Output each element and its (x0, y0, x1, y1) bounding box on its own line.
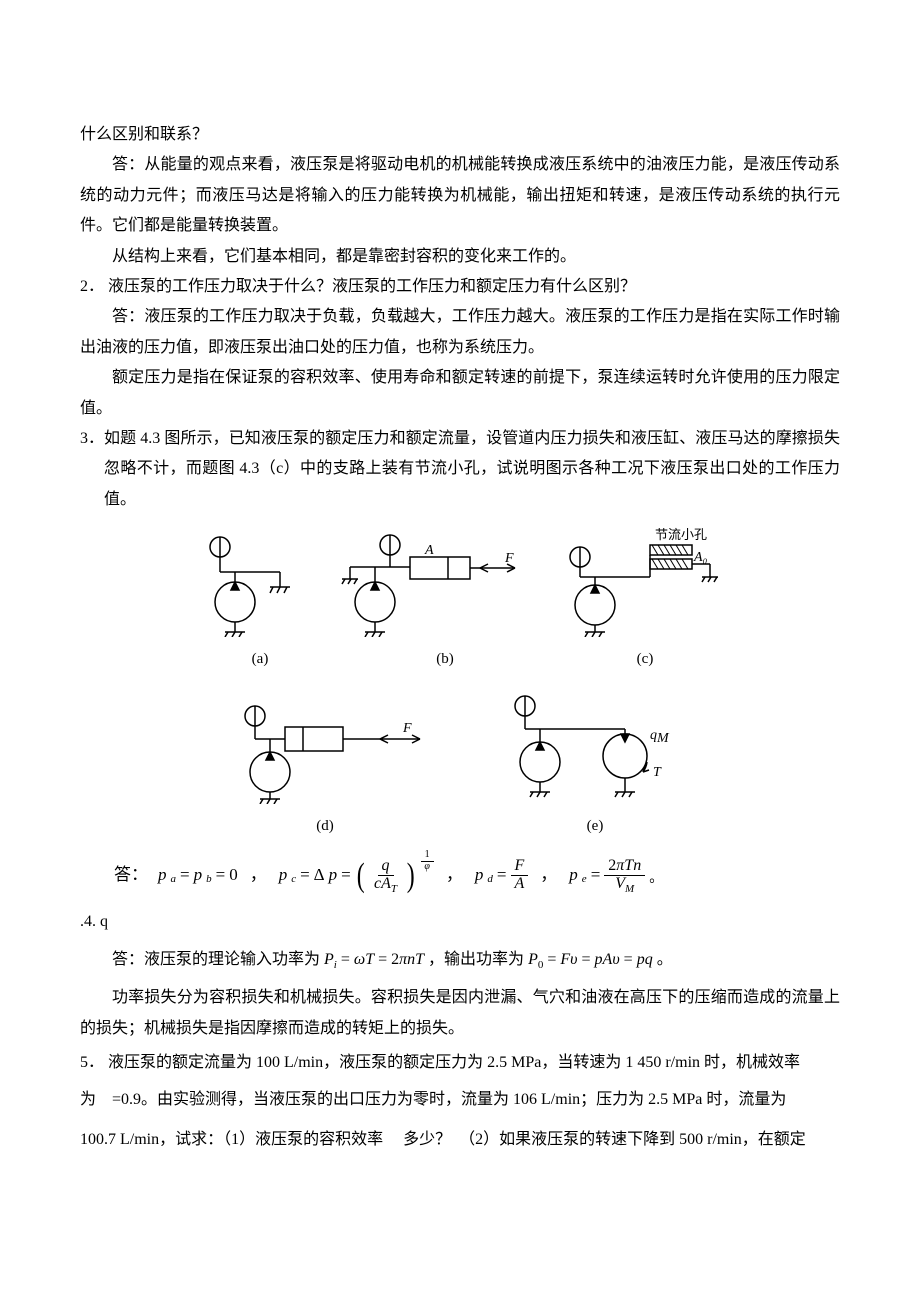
q1-ans2: 从结构上来看，它们基本相同，都是靠密封容积的变化来工作的。 (80, 242, 840, 272)
q2-num: 2． (80, 278, 104, 295)
fig-b: A F (330, 527, 530, 637)
fig-e: qM T (495, 684, 695, 804)
fig-a (190, 527, 310, 637)
svg-text:q: q (650, 728, 657, 743)
q4: .4. q (80, 907, 840, 937)
q4-q: q (100, 913, 108, 930)
svg-text:F: F (504, 551, 514, 566)
q5-l3: 100.7 L/min，试求：（1）液压泵的容积效率 多少？ （2）如果液压泵的… (80, 1125, 840, 1155)
svg-text:节流小孔: 节流小孔 (655, 527, 707, 542)
svg-text:A: A (424, 543, 434, 558)
svg-text:A₀: A₀ (693, 550, 708, 565)
q3-q: 如题 4.3 图所示，已知液压泵的额定压力和额定流量，设管道内压力损失和液压缸、… (104, 424, 840, 515)
q5-l2: 为 =0.9。由实验测得，当液压泵的出口压力为零时，流量为 106 L/min；… (80, 1085, 840, 1115)
q5-l1: 5． 液压泵的额定流量为 100 L/min，液压泵的额定压力为 2.5 MPa… (80, 1048, 840, 1078)
q2-ans2: 额定压力是指在保证泵的容积效率、使用寿命和额定转速的前提下，泵连续运转时允许使用… (80, 363, 840, 424)
q1-tail: 什么区别和联系？ (80, 120, 840, 150)
cap-b: (b) (345, 645, 545, 674)
q5-num: 5． (80, 1054, 104, 1071)
q3-answer-formula: 答： pa = pb = 0 ， pc = Δp = ( q cAT ) 1 φ… (80, 858, 840, 893)
svg-text:F: F (402, 721, 412, 736)
q2-q: 液压泵的工作压力取决于什么？液压泵的工作压力和额定压力有什么区别？ (108, 278, 636, 295)
q1-ans1: 答：从能量的观点来看，液压泵是将驱动电机的机械能转换成液压系统中的油液压力能，是… (80, 150, 840, 241)
cap-d: (d) (250, 812, 400, 841)
q3: 3． 如题 4.3 图所示，已知液压泵的额定压力和额定流量，设管道内压力损失和液… (80, 424, 840, 515)
q2: 2． 液压泵的工作压力取决于什么？液压泵的工作压力和额定压力有什么区别？ (80, 272, 840, 302)
q4-ans1: 答：液压泵的理论输入功率为 Pi = ωT = 2πnT ，输出功率为 P0 =… (80, 945, 840, 975)
q2-ans1: 答：液压泵的工作压力取决于负载，负载越大，工作压力越大。液压泵的工作压力是指在实… (80, 302, 840, 363)
q4-num: .4. (80, 913, 96, 930)
ans-label: 答： (114, 859, 148, 891)
fig-d: F (225, 694, 435, 804)
svg-text:M: M (656, 731, 670, 746)
cap-e: (e) (520, 812, 670, 841)
cap-a: (a) (185, 645, 335, 674)
q4-ans2: 功率损失分为容积损失和机械损失。容积损失是因内泄漏、气穴和油液在高压下的压缩而造… (80, 983, 840, 1044)
svg-text:T: T (653, 765, 662, 780)
figure-4-3: A F 节流小孔 A₀ (180, 527, 740, 840)
q3-num: 3． (80, 424, 104, 515)
fig-c: 节流小孔 A₀ (550, 527, 730, 637)
cap-c: (c) (555, 645, 735, 674)
